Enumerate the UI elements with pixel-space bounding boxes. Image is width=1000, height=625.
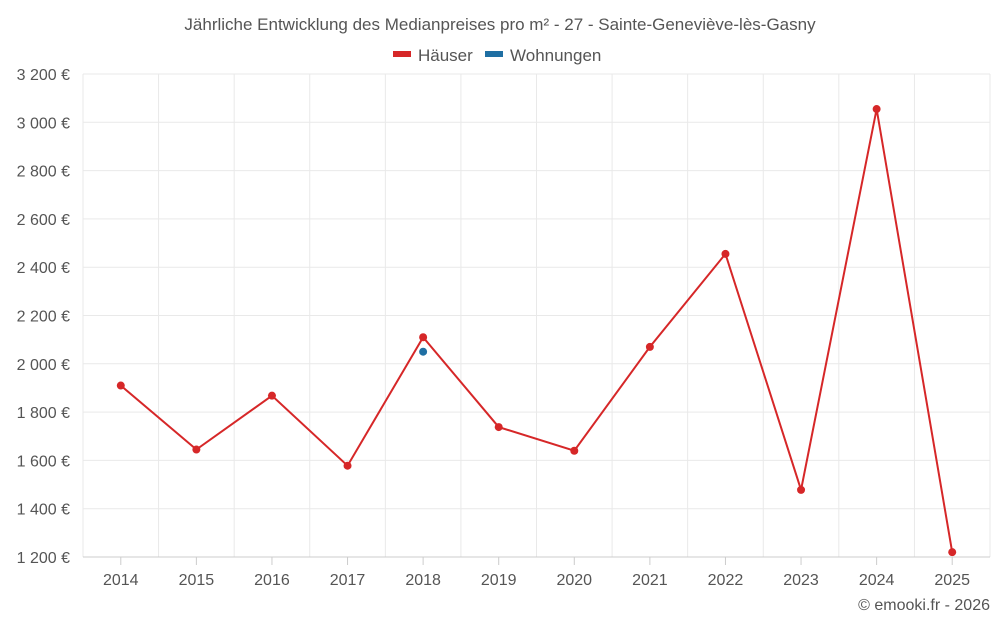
x-gridlines <box>82 74 991 557</box>
data-point-0-2021[interactable] <box>645 342 654 351</box>
legend-label-haeuser: Häuser <box>418 46 473 65</box>
data-point-1-2018[interactable] <box>419 347 428 356</box>
x-tick-label: 2014 <box>103 572 139 589</box>
x-tick-label: 2022 <box>708 572 744 589</box>
x-tick-label: 2017 <box>330 572 366 589</box>
legend-label-wohnungen: Wohnungen <box>510 46 601 65</box>
y-tick-label: 2 400 € <box>17 260 70 277</box>
y-tick-label: 2 200 € <box>17 309 70 326</box>
data-point-0-2015[interactable] <box>192 445 201 454</box>
y-tick-label: 2 000 € <box>17 357 70 374</box>
y-axis-ticks: 1 200 € 1 400 € 1 600 € 1 800 € 2 000 € 2 200… <box>17 67 70 567</box>
y-tick-label: 3 200 € <box>17 67 70 84</box>
y-tick-label: 1 200 € <box>17 550 70 567</box>
x-tick-label: 2020 <box>556 572 592 589</box>
x-tick-label: 2025 <box>934 572 970 589</box>
y-tick-label: 3 000 € <box>17 115 70 132</box>
y-tick-label: 1 400 € <box>17 502 70 519</box>
legend-item-wohnungen[interactable]: Wohnungen <box>485 46 601 65</box>
data-point-0-2019[interactable] <box>494 423 503 432</box>
y-tick-label: 2 800 € <box>17 164 70 181</box>
chart-title: Jährliche Entwicklung des Medianpreises … <box>184 15 816 34</box>
y-tick-label: 2 600 € <box>17 212 70 229</box>
x-tick-label: 2019 <box>481 572 517 589</box>
legend: Häuser Wohnungen <box>393 46 601 65</box>
credit-text: © emooki.fr - 2026 <box>858 597 990 614</box>
x-tick-label: 2024 <box>859 572 895 589</box>
y-tick-label: 1 600 € <box>17 453 70 470</box>
data-point-0-2022[interactable] <box>721 249 730 258</box>
x-tick-label: 2016 <box>254 572 290 589</box>
data-point-0-2017[interactable] <box>343 461 352 470</box>
y-tick-label: 1 800 € <box>17 405 70 422</box>
data-point-0-2025[interactable] <box>948 548 957 557</box>
data-point-0-2014[interactable] <box>116 381 125 390</box>
data-point-0-2016[interactable] <box>267 391 276 400</box>
data-point-0-2020[interactable] <box>570 446 579 455</box>
data-point-0-2018[interactable] <box>419 333 428 342</box>
series-layer <box>116 105 957 557</box>
x-tick-label: 2023 <box>783 572 819 589</box>
x-axis-ticks: 2014 2015 2016 2017 2018 2019 2020 2021 2022 2023… <box>103 557 970 589</box>
data-point-0-2023[interactable] <box>797 485 806 494</box>
series-line-0 <box>120 108 954 553</box>
legend-item-haeuser[interactable]: Häuser <box>393 46 473 65</box>
data-point-0-2024[interactable] <box>872 105 881 114</box>
legend-swatch-wohnungen <box>485 51 503 57</box>
x-tick-label: 2015 <box>179 572 215 589</box>
x-tick-label: 2021 <box>632 572 668 589</box>
legend-swatch-haeuser <box>393 51 411 57</box>
x-tick-label: 2018 <box>405 572 441 589</box>
